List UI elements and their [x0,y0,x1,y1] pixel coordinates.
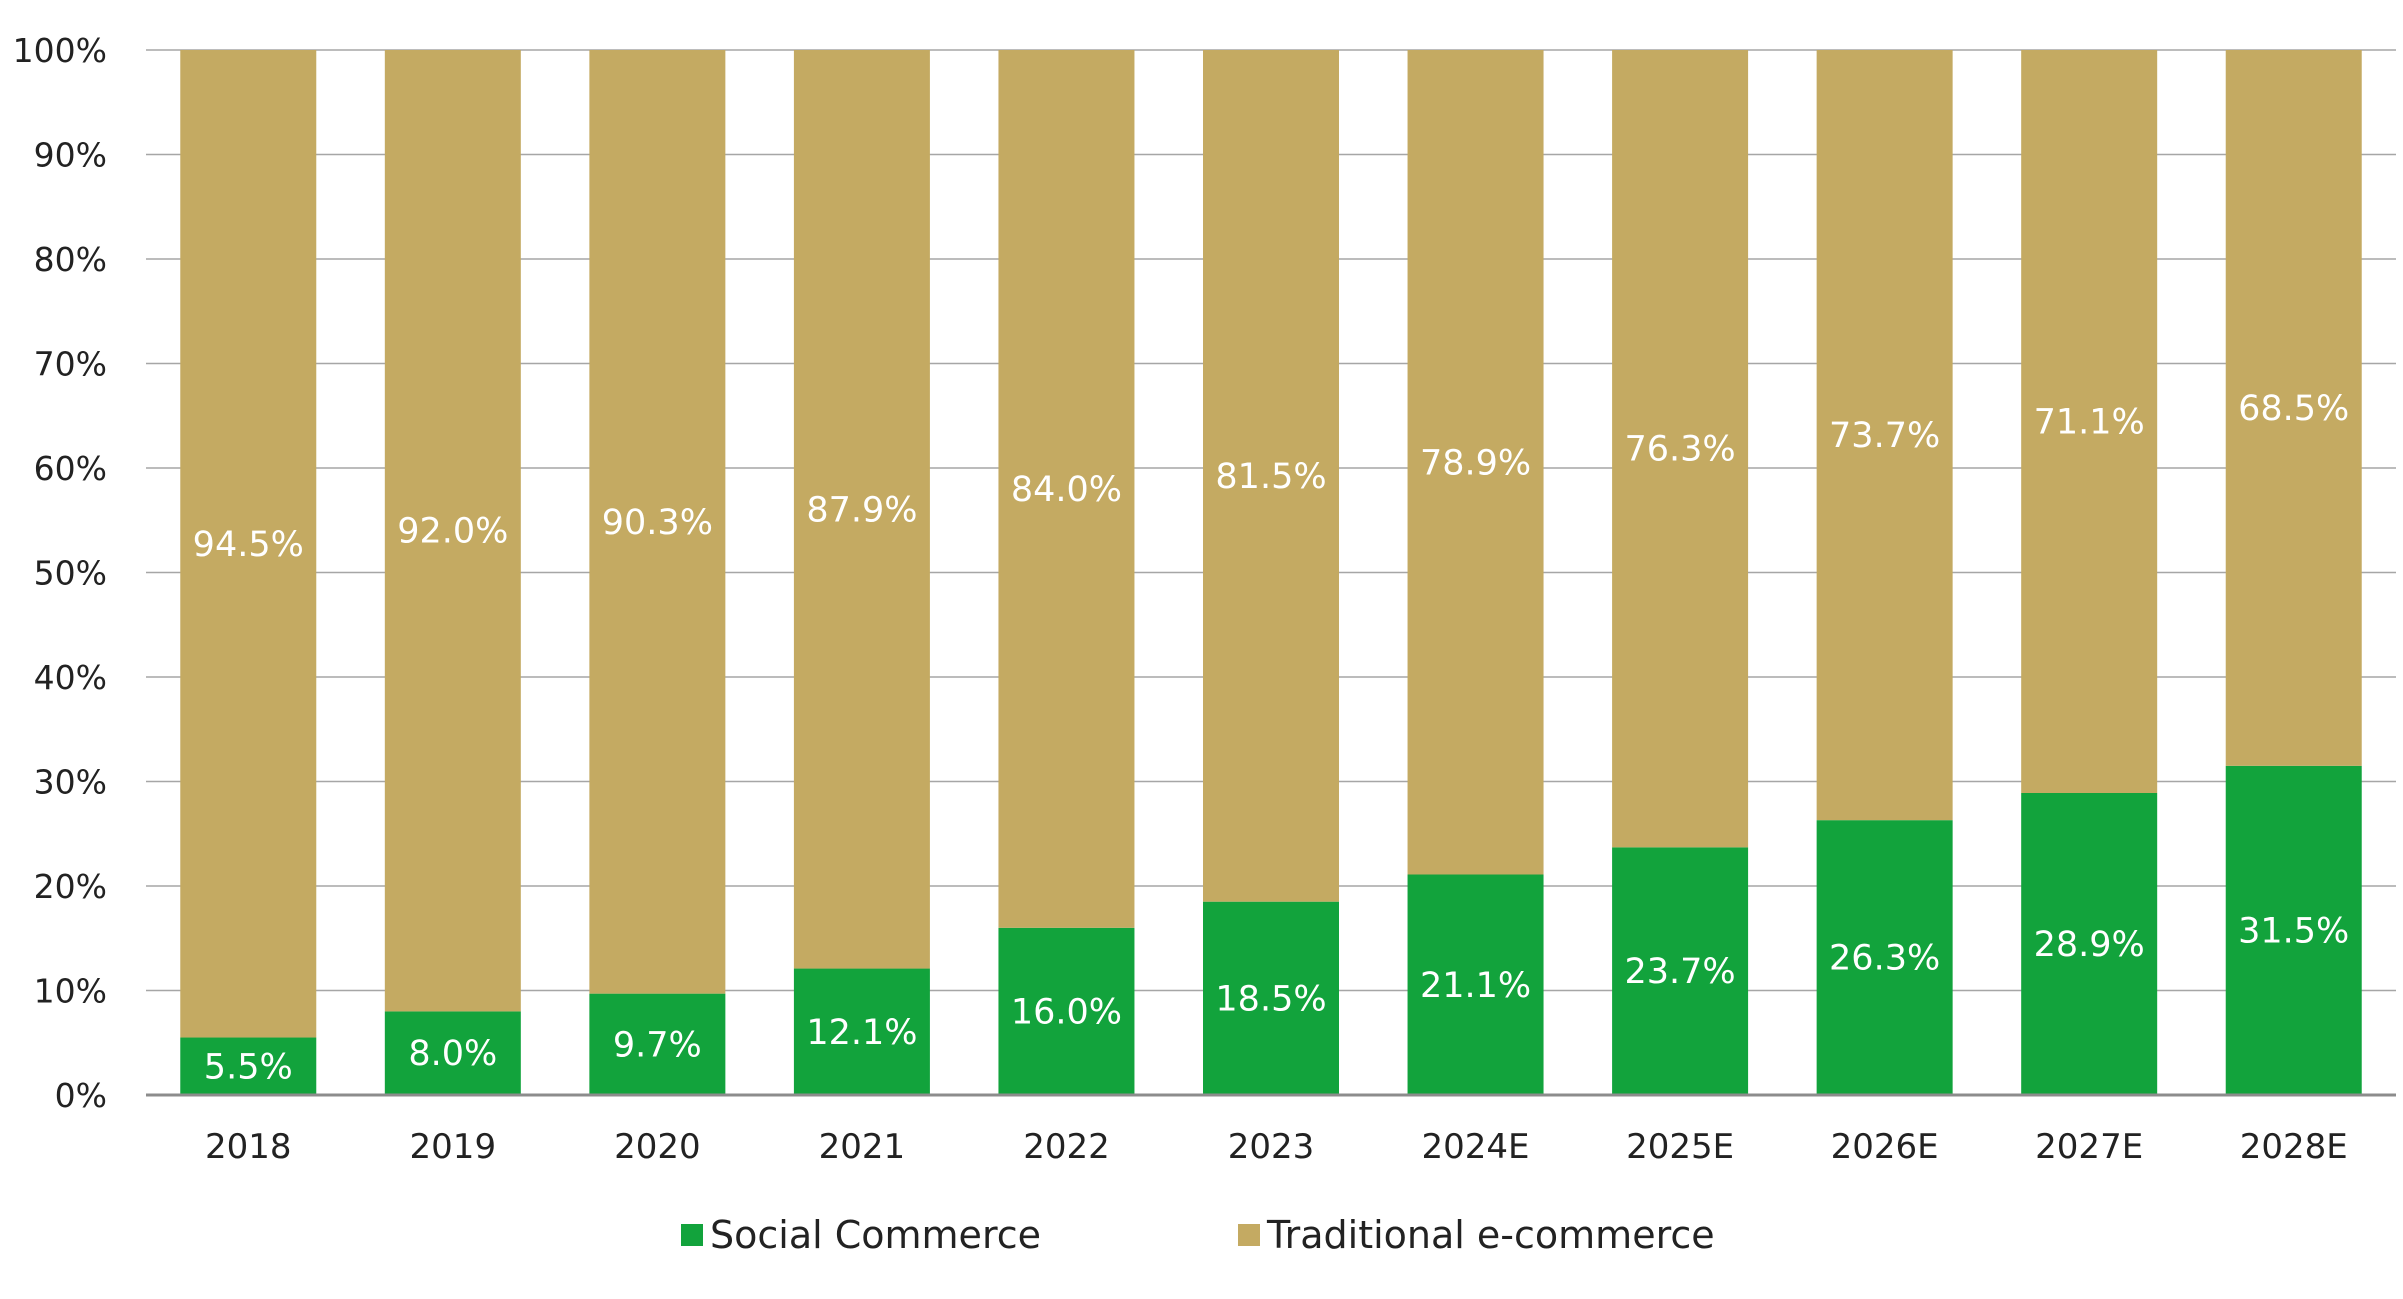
data-label: 71.1% [2034,402,2145,442]
y-tick-label: 90% [34,136,107,175]
legend-swatch-traditional [1238,1224,1260,1246]
data-label: 94.5% [193,525,304,565]
data-label: 23.7% [1624,952,1735,992]
bar-social-2023 [1203,901,1339,1095]
data-label: 92.0% [397,512,508,552]
x-tick-label: 2025E [1626,1127,1734,1167]
data-label: 21.1% [1420,966,1531,1006]
y-tick-label: 20% [34,867,107,906]
y-tick-label: 100% [13,31,107,70]
x-tick-label: 2019 [410,1127,497,1167]
bar-social-2024E [1407,874,1544,1095]
bar-social-2018 [180,1037,317,1095]
bar-traditional-2024E [1407,50,1544,875]
data-label: 76.3% [1624,430,1735,470]
data-label: 18.5% [1215,979,1326,1019]
legend: Social Commerce Traditional e-commerce [681,1213,1715,1257]
legend-label-social: Social Commerce [710,1213,1041,1257]
data-labels: 5.5% 94.5% 8.0% 92.0% 9.7% 90.3% 12.1% 87.9% 16.… [193,389,2350,1087]
x-tick-label: 2024E [1422,1127,1530,1167]
bar-traditional-2028E [2225,50,2362,766]
bar-social-2020 [589,993,726,1095]
data-label: 16.0% [1011,992,1122,1032]
bar-traditional-2018 [180,50,317,1038]
y-tick-label: 80% [34,240,107,279]
bar-traditional-2020 [589,50,726,994]
bars [180,50,2362,1095]
bar-social-2027E [2021,792,2158,1095]
legend-label-traditional: Traditional e-commerce [1266,1213,1715,1257]
bar-traditional-2027E [2021,50,2158,793]
data-label: 28.9% [2034,925,2145,965]
bar-social-2022 [998,927,1135,1095]
bar-traditional-2019 [384,50,521,1012]
data-label: 8.0% [408,1034,497,1074]
data-label: 78.9% [1420,443,1531,483]
data-label: 90.3% [602,503,713,543]
bar-social-2021 [793,968,930,1095]
bar-traditional-2023 [1203,50,1339,902]
bar-social-2025E [1612,847,1749,1095]
x-tick-label: 2020 [614,1127,701,1167]
y-tick-label: 50% [34,554,107,593]
bar-social-2019 [384,1011,521,1095]
x-tick-label: 2023 [1228,1127,1315,1167]
x-tick-label: 2027E [2035,1127,2143,1167]
y-tick-label: 40% [34,658,107,697]
x-tick-label: 2026E [1831,1127,1939,1167]
y-tick-label: 10% [34,972,107,1011]
y-tick-label: 30% [34,763,107,802]
x-tick-label: 2028E [2240,1127,2348,1167]
data-label: 84.0% [1011,470,1122,510]
y-tick-label: 70% [34,345,107,384]
bar-traditional-2026E [1816,50,1953,821]
data-label: 12.1% [806,1013,917,1053]
x-tick-label: 2021 [819,1127,906,1167]
x-axis-tick-labels: 2018 2019 2020 2021 2022 2023 2024E 2025E 2026E 2… [205,1127,2348,1167]
y-tick-label: 60% [34,449,107,488]
y-tick-label: 0% [55,1076,107,1115]
y-axis-ticks: 0% 10% 20% 30% 40% 50% 60% 70% 80% 90% 100% [13,31,107,1115]
bar-traditional-2022 [998,50,1135,928]
data-label: 5.5% [204,1047,293,1087]
data-label: 26.3% [1829,939,1940,979]
x-tick-label: 2022 [1023,1127,1110,1167]
bar-social-2028E [2225,765,2362,1095]
bar-traditional-2025E [1612,50,1749,848]
bar-social-2026E [1816,820,1953,1095]
data-label: 9.7% [613,1025,702,1065]
legend-swatch-social [681,1224,703,1246]
bar-traditional-2021 [793,50,930,969]
data-label: 31.5% [2238,911,2349,951]
data-label: 73.7% [1829,416,1940,456]
data-label: 81.5% [1215,457,1326,497]
data-label: 87.9% [806,490,917,530]
data-label: 68.5% [2238,389,2349,429]
x-tick-label: 2018 [205,1127,292,1167]
